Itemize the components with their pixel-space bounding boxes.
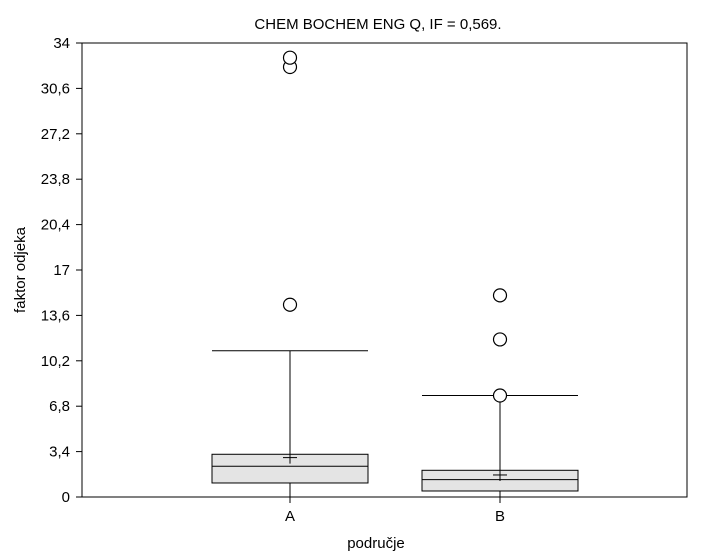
plot-frame — [81, 42, 688, 498]
x-tick-label: A — [285, 508, 295, 525]
y-axis: 0 3,4 6,8 10,2 13,6 17 20,4 23,8 27,2 30,6 34 — [41, 35, 82, 506]
chart-title: CHEM BOCHEM ENG Q, IF = 0,569. — [254, 16, 501, 33]
outlier-point — [282, 50, 298, 65]
y-tick-label: 0 — [62, 489, 70, 506]
y-tick-label: 17 — [53, 262, 70, 279]
box-group-b — [421, 288, 579, 497]
x-axis-label: područje — [347, 535, 405, 552]
outlier-point — [492, 332, 508, 347]
y-tick-label: 10,2 — [41, 353, 70, 370]
y-tick-label: 6,8 — [49, 398, 70, 415]
box-group-a — [211, 50, 369, 497]
y-tick-label: 27,2 — [41, 126, 70, 143]
y-tick-label: 13,6 — [41, 307, 70, 324]
boxes-layer — [211, 50, 579, 497]
y-tick-label: 20,4 — [41, 217, 70, 234]
outlier-point — [492, 288, 508, 303]
outlier-point — [492, 388, 508, 403]
x-tick-label: B — [495, 508, 505, 525]
y-tick-label: 34 — [53, 35, 70, 52]
y-tick-label: 23,8 — [41, 171, 70, 188]
y-tick-label: 30,6 — [41, 80, 70, 97]
outlier-point — [282, 297, 298, 312]
y-axis-label: faktor odjeka — [12, 226, 29, 313]
y-tick-label: 3,4 — [49, 444, 70, 461]
